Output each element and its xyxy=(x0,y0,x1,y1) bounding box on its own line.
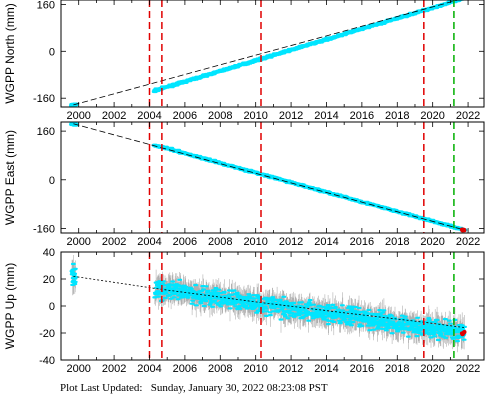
x-tick-label: 2016 xyxy=(350,363,374,375)
y-tick-label: 40 xyxy=(43,247,55,259)
data-layer xyxy=(69,122,468,233)
x-tick-label: 2006 xyxy=(173,110,197,122)
x-tick-label: 2016 xyxy=(350,110,374,122)
x-tick-label: 2022 xyxy=(456,236,480,248)
x-tick-label: 2004 xyxy=(137,236,161,248)
x-tick-label: 2014 xyxy=(314,110,338,122)
x-tick-label: 2006 xyxy=(173,236,197,248)
data-layer xyxy=(69,255,467,353)
latest-point xyxy=(459,331,464,336)
x-tick-label: 2002 xyxy=(102,110,126,122)
x-tick-label: 2014 xyxy=(314,236,338,248)
data-points xyxy=(69,0,466,107)
y-tick-label: 0 xyxy=(49,175,55,187)
model-line xyxy=(73,275,465,328)
x-tick-label: 2012 xyxy=(279,363,303,375)
chart-panel-1: 2000 2002 2004 2006 2008 2010 2012 2014 2016 2018… xyxy=(3,0,485,122)
y-tick-label: 0 xyxy=(49,46,55,58)
x-tick-label: 2004 xyxy=(137,363,161,375)
x-tick-label: 2006 xyxy=(173,363,197,375)
x-tick-label: 2004 xyxy=(137,110,161,122)
y-tick-label: 160 xyxy=(37,0,55,11)
x-tick-label: 2012 xyxy=(279,236,303,248)
y-axis-label: WGPP North (mm) xyxy=(3,3,17,103)
y-tick-label: 0 xyxy=(49,301,55,313)
x-tick-label: 2008 xyxy=(208,236,232,248)
y-tick-label: -40 xyxy=(39,355,55,367)
x-tick-label: 2018 xyxy=(385,236,409,248)
x-tick-label: 2002 xyxy=(102,236,126,248)
footer-label: Plot Last Updated: xyxy=(60,382,143,394)
plot-frame xyxy=(60,121,485,234)
footer-timestamp: Sunday, January 30, 2022 08:23:08 PST xyxy=(150,382,328,394)
model-line xyxy=(73,0,460,106)
y-tick-label: 160 xyxy=(37,126,55,138)
y-tick-label: -160 xyxy=(33,93,55,105)
y-tick-label: -20 xyxy=(39,328,55,340)
x-tick-label: 2020 xyxy=(420,236,444,248)
x-tick-label: 2000 xyxy=(66,363,90,375)
x-tick-label: 2018 xyxy=(385,363,409,375)
model-line xyxy=(73,123,465,231)
data-layer xyxy=(69,0,466,107)
x-tick-label: 2008 xyxy=(208,110,232,122)
x-tick-label: 2020 xyxy=(420,363,444,375)
x-tick-label: 2002 xyxy=(102,363,126,375)
x-tick-label: 2012 xyxy=(279,110,303,122)
y-axis-label: WGPP East (mm) xyxy=(3,130,17,225)
x-tick-label: 2008 xyxy=(208,363,232,375)
x-tick-label: 2022 xyxy=(456,110,480,122)
x-tick-label: 2000 xyxy=(66,110,90,122)
x-tick-label: 2010 xyxy=(243,110,267,122)
x-tick-label: 2018 xyxy=(385,110,409,122)
x-tick-label: 2014 xyxy=(314,363,338,375)
chart-panel-3: 2000 2002 2004 2006 2008 2010 2012 2014 2016 2018… xyxy=(3,247,485,375)
plot-frame xyxy=(60,0,485,108)
x-tick-label: 2000 xyxy=(66,236,90,248)
x-tick-label: 2016 xyxy=(350,236,374,248)
latest-point xyxy=(459,227,464,232)
x-tick-label: 2010 xyxy=(243,236,267,248)
data-points xyxy=(69,262,467,343)
chart-panel-2: 2000 2002 2004 2006 2008 2010 2012 2014 2016 2018… xyxy=(3,121,485,248)
y-tick-label: -160 xyxy=(33,223,55,235)
y-tick-label: 20 xyxy=(43,274,55,286)
x-tick-label: 2010 xyxy=(243,363,267,375)
x-tick-label: 2022 xyxy=(456,363,480,375)
y-axis-label: WGPP Up (mm) xyxy=(3,263,17,349)
plot-updated-footer: Plot Last Updated: Sunday, January 30, 2… xyxy=(60,382,328,394)
x-tick-label: 2020 xyxy=(420,110,444,122)
